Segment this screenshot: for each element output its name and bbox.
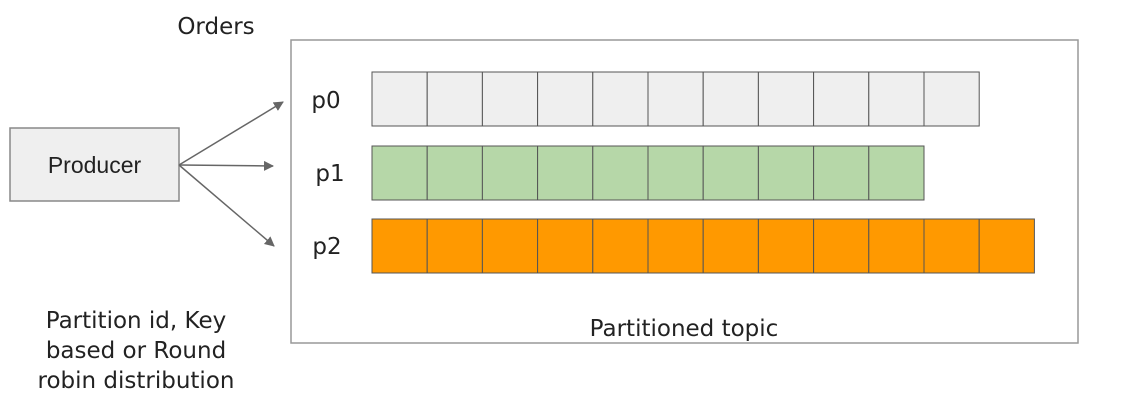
- cell: [592, 71, 649, 127]
- cell: [371, 218, 428, 274]
- arrow: [178, 101, 284, 166]
- cell: [537, 145, 594, 201]
- cell: [702, 71, 759, 127]
- cell: [481, 145, 539, 201]
- cell: [426, 145, 483, 201]
- cell: [923, 71, 980, 127]
- note-line: robin distribution: [38, 368, 235, 394]
- cell: [702, 218, 759, 274]
- cell: [647, 145, 704, 201]
- cell: [592, 218, 649, 274]
- cell: [426, 71, 483, 127]
- cell: [647, 71, 704, 127]
- cell: [813, 145, 870, 201]
- cell: [978, 218, 1035, 274]
- cell: [813, 218, 870, 274]
- note-line: Partition id, Key: [46, 308, 226, 334]
- cell: [757, 71, 815, 127]
- cell: [371, 145, 428, 201]
- cell: [702, 145, 759, 201]
- arrow: [178, 160, 274, 171]
- cell: [868, 145, 925, 201]
- cell: [647, 218, 704, 274]
- topic-label: Partitioned topic: [590, 316, 779, 342]
- arrow: [178, 164, 275, 247]
- cell: [537, 71, 594, 127]
- cell: [868, 71, 925, 127]
- cell: [371, 71, 428, 127]
- cell: [481, 218, 539, 274]
- partition-label: p1: [315, 161, 344, 187]
- cell: [757, 145, 815, 201]
- cell: [868, 218, 925, 274]
- producer-label: Producer: [48, 152, 142, 178]
- cell: [426, 218, 483, 274]
- partition-cells: [371, 71, 1035, 274]
- cell: [757, 218, 815, 274]
- partition-label: p2: [312, 234, 341, 260]
- note-line: based or Round: [46, 338, 226, 364]
- topic-name: Orders: [177, 14, 254, 40]
- cell: [813, 71, 870, 127]
- partition-label: p0: [311, 88, 340, 114]
- cell: [592, 145, 649, 201]
- cell: [537, 218, 594, 274]
- cell: [923, 218, 980, 274]
- cell: [481, 71, 539, 127]
- producer-box: [9, 127, 180, 202]
